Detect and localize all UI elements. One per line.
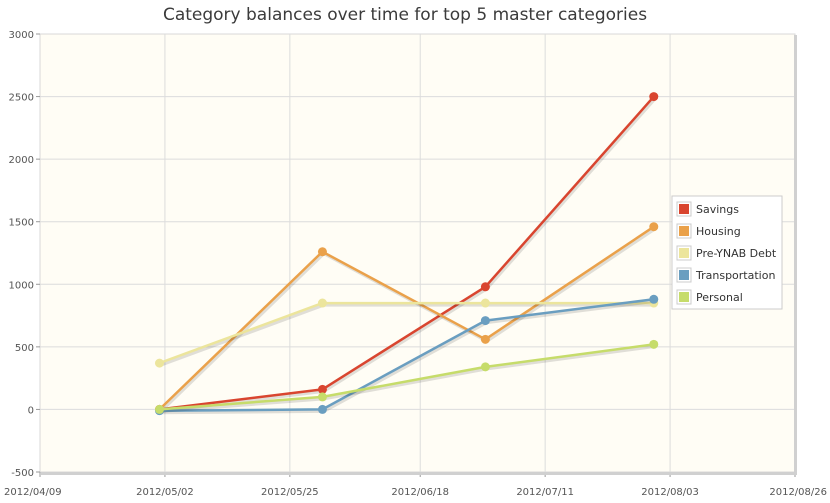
data-point-housing <box>480 334 490 344</box>
data-point-savings <box>480 282 490 292</box>
legend-label-transportation: Transportation <box>695 269 775 282</box>
y-tick-label: 3000 <box>9 30 34 41</box>
legend-swatch-savings <box>679 204 689 214</box>
series-line-housing <box>158 225 655 411</box>
plot-area <box>39 33 796 473</box>
data-point-personal <box>649 339 659 349</box>
series-line-personal <box>159 343 654 411</box>
legend-swatch-personal <box>679 292 689 302</box>
legend-label-pre-ynab-debt: Pre-YNAB Debt <box>696 247 777 260</box>
data-point-savings <box>317 384 327 394</box>
y-tick-label: 0 <box>28 405 34 416</box>
x-tick-label: 2012/05/02 <box>136 487 194 498</box>
data-point-transportation <box>480 316 490 326</box>
plot-border-shadow <box>794 35 797 474</box>
data-point-housing <box>649 222 659 232</box>
series-line-shadow-pre-ynab-debt <box>160 303 656 367</box>
series-line-transportation <box>159 298 654 412</box>
y-tick-label: 1000 <box>9 280 34 291</box>
data-point-transportation <box>317 404 327 414</box>
data-point-savings <box>649 92 659 102</box>
legend-label-savings: Savings <box>696 203 739 216</box>
y-tick-label: 500 <box>15 343 34 354</box>
legend-label-personal: Personal <box>696 291 743 304</box>
legend-swatch-transportation <box>679 270 689 280</box>
data-point-transportation <box>649 294 659 304</box>
x-tick-label: 2012/07/11 <box>516 487 574 498</box>
x-tick-label: 2012/08/03 <box>641 487 699 498</box>
data-point-pre-ynab-debt <box>154 358 164 368</box>
series-lines <box>154 92 659 416</box>
data-point-personal <box>317 392 327 402</box>
data-point-personal <box>154 404 164 414</box>
y-tick-label: 2000 <box>9 155 34 166</box>
legend-swatch-pre-ynab-debt <box>679 248 689 258</box>
data-point-pre-ynab-debt <box>480 298 490 308</box>
legend-swatch-housing <box>679 226 689 236</box>
x-axis-ticks: 2012/04/09 2012/05/02 2012/05/25 2012/06/18… <box>4 472 827 498</box>
y-tick-label: 1500 <box>9 218 34 229</box>
series-line-shadow-transportation <box>160 299 656 415</box>
x-tick-label: 2012/08/26 <box>769 487 827 498</box>
series-line-shadow-personal <box>160 344 656 413</box>
x-tick-label: 2012/05/25 <box>261 487 319 498</box>
data-point-personal <box>480 362 490 372</box>
data-point-pre-ynab-debt <box>317 298 327 308</box>
plot-border-shadow-bottom <box>41 472 797 475</box>
x-tick-label: 2012/06/18 <box>391 487 449 498</box>
series-line-savings <box>159 95 655 411</box>
data-point-housing <box>317 247 327 257</box>
chart-title: Category balances over time for top 5 ma… <box>163 5 647 25</box>
y-axis-ticks: -500 0 500 1000 1500 2000 2500 3000 <box>9 30 40 479</box>
legend: Savings Housing Pre-YNAB Debt Transportatio… <box>671 195 783 310</box>
y-tick-label: -500 <box>11 468 34 479</box>
legend-label-housing: Housing <box>696 225 741 238</box>
series-line-pre-ynab-debt <box>159 301 654 365</box>
series-line-shadow-savings <box>160 97 657 413</box>
y-tick-label: 2500 <box>9 93 34 104</box>
x-tick-label: 2012/04/09 <box>4 487 62 498</box>
